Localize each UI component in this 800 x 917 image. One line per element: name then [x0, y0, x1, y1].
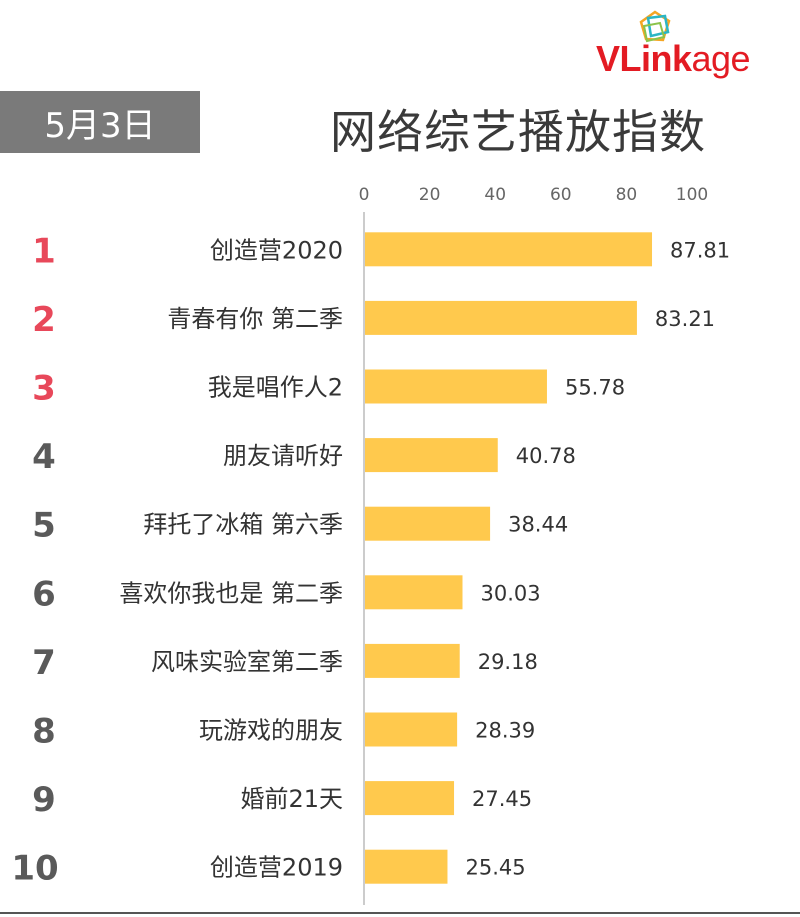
vlinkage-cube-icon: [639, 10, 671, 43]
bar: [365, 300, 637, 335]
rank-number: 6: [32, 574, 56, 614]
vlinkage-logo: VLinkage: [596, 10, 786, 82]
vlinkage-logo-text: VLinkage: [596, 38, 751, 79]
value-label: 25.45: [465, 856, 525, 880]
bar: [365, 643, 460, 678]
bar-chart: 0 20 40 60 80 100 1 创造营2020 87.81 2 青春有你 第二季 83.21 3…: [11, 185, 730, 905]
value-label: 28.39: [475, 719, 535, 743]
date-label: 5月3日: [44, 105, 156, 146]
bar: [365, 506, 491, 541]
category-label: 拜托了冰箱 第六季: [143, 511, 343, 539]
category-label: 创造营2019: [210, 854, 343, 882]
x-tick-label: 100: [676, 185, 708, 205]
value-label: 83.21: [655, 307, 715, 331]
category-label: 喜欢你我也是 第二季: [119, 579, 343, 607]
bar: [365, 849, 448, 884]
bar: [365, 575, 463, 610]
rank-number: 5: [32, 506, 56, 546]
x-tick-label: 20: [419, 185, 441, 205]
category-label: 朋友请听好: [223, 442, 343, 470]
bar: [365, 369, 547, 404]
x-tick-label: 60: [550, 185, 572, 205]
bar: [365, 781, 455, 816]
rank-number: 8: [32, 712, 56, 752]
x-tick-label: 80: [616, 185, 638, 205]
date-badge: 5月3日: [0, 91, 200, 153]
bottom-divider: [0, 912, 800, 914]
value-label: 29.18: [478, 650, 538, 674]
category-label: 我是唱作人2: [208, 374, 343, 402]
value-label: 38.44: [508, 513, 568, 537]
value-label: 30.03: [480, 581, 540, 605]
x-tick-label: 40: [484, 185, 506, 205]
value-label: 55.78: [565, 376, 625, 400]
rank-number: 3: [32, 369, 56, 409]
bar: [365, 232, 653, 267]
category-label: 玩游戏的朋友: [199, 717, 343, 745]
category-label: 婚前21天: [240, 785, 343, 813]
rank-number: 7: [32, 643, 56, 683]
rank-number: 10: [11, 849, 58, 889]
x-tick-label: 0: [359, 185, 370, 205]
rank-number: 2: [32, 300, 56, 340]
rank-number: 9: [32, 780, 56, 820]
value-label: 87.81: [670, 238, 730, 262]
category-label: 青春有你 第二季: [167, 305, 343, 333]
chart-title: 网络综艺播放指数: [330, 105, 706, 159]
bar: [365, 438, 498, 473]
value-label: 40.78: [516, 444, 576, 468]
rank-number: 1: [32, 231, 56, 271]
category-label: 创造营2020: [210, 236, 343, 264]
category-label: 风味实验室第二季: [151, 648, 343, 676]
value-label: 27.45: [472, 787, 532, 811]
bar: [365, 712, 458, 747]
rank-number: 4: [32, 437, 56, 477]
